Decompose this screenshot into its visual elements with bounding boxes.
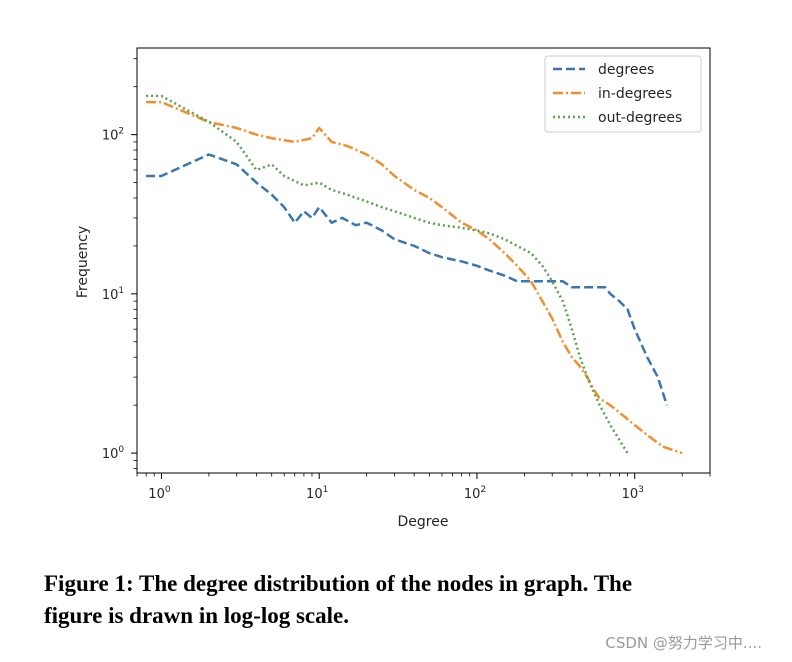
legend-box [544, 55, 702, 133]
y-tick-label: 102 [102, 127, 124, 144]
caption-line-2: figure is drawn in log-log scale. [44, 603, 349, 628]
y-axis-label: Frequency [75, 226, 91, 298]
watermark: CSDN @努力学习中.... [605, 634, 762, 652]
legend-label-out-degrees: out-degrees [598, 110, 682, 126]
legend-label-in-degrees: in-degrees [598, 86, 672, 102]
ticks-layer: 100 101 102 103 100 101 102 [102, 58, 711, 502]
x-tick-label: 103 [622, 485, 644, 502]
degree-distribution-chart: 100 101 102 103 100 101 102 Degree Frequency d… [75, 47, 711, 530]
series-line-in-degrees [146, 100, 683, 455]
caption-line-1: Figure 1: The degree distribution of the… [44, 571, 633, 596]
series-line-degrees [146, 153, 669, 406]
x-tick-label: 100 [148, 485, 171, 502]
series-line-out-degrees [146, 94, 629, 454]
x-axis-label: Degree [398, 514, 449, 530]
figure-caption: Figure 1: The degree distribution of the… [44, 568, 764, 632]
y-tick-label: 101 [102, 286, 124, 303]
series-layer [146, 94, 683, 455]
legend: degrees in-degrees out-degrees [544, 55, 702, 133]
x-tick-label: 101 [306, 485, 328, 502]
plot-frame [136, 47, 711, 474]
legend-label-degrees: degrees [598, 62, 654, 78]
x-tick-label: 102 [464, 485, 486, 502]
y-tick-label: 100 [102, 445, 125, 462]
